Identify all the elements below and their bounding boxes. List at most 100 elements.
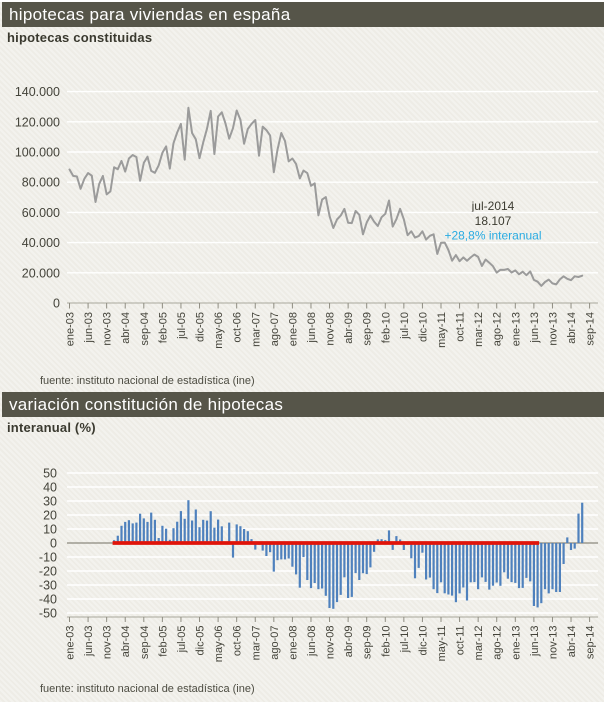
chart2-source: fuente: instituto nacional de estadístic… — [40, 683, 255, 695]
yoy-bar — [432, 543, 435, 590]
x-axis-tick-label: ago-12 — [492, 312, 504, 346]
yoy-bar — [124, 521, 127, 543]
yoy-bar — [146, 521, 149, 543]
yoy-bar — [127, 520, 130, 543]
x-axis-tick-label: nov-08 — [325, 626, 337, 660]
x-axis-tick-label: feb-10 — [380, 312, 392, 343]
yoy-bar — [116, 535, 119, 543]
x-axis-tick-label: ene-08 — [287, 626, 299, 660]
yoy-bar — [425, 543, 428, 580]
yoy-bar — [291, 543, 294, 567]
x-axis-tick-label: feb-05 — [157, 312, 169, 343]
yoy-bar — [540, 543, 543, 604]
yoy-bar — [217, 519, 220, 543]
yoy-bar — [343, 543, 346, 578]
x-axis-tick-label: jun-08 — [306, 312, 318, 344]
yoy-bar — [510, 543, 513, 583]
yoy-bar — [495, 543, 498, 583]
x-axis-tick-label: may-06 — [213, 626, 225, 663]
x-axis-tick-label: dic-05 — [195, 626, 207, 656]
yoy-bar — [191, 520, 194, 543]
x-axis-tick-label: sep-04 — [139, 626, 151, 660]
yoy-bar — [205, 520, 209, 543]
yoy-bar — [120, 525, 123, 543]
yoy-bar — [413, 543, 417, 579]
yoy-bar — [358, 543, 361, 580]
mortgages-line-chart: jul-2014 18.107 +28,8% interanual 0 20.00… — [15, 85, 598, 349]
yoy-bar — [139, 513, 142, 543]
x-axis-tick-label: jun-13 — [529, 626, 541, 658]
mortgage-count-line — [68, 106, 584, 287]
yoy-bar — [321, 543, 324, 589]
x-axis-tick-label: ene-03 — [65, 312, 77, 346]
yoy-bar — [529, 543, 532, 582]
chart1-source: fuente: instituto nacional de estadístic… — [40, 375, 255, 387]
yoy-bar — [458, 543, 461, 594]
yoy-bar — [428, 543, 431, 578]
yoy-bar — [313, 543, 316, 583]
x-axis-tick-label: may-11 — [436, 312, 448, 348]
yoy-bar — [153, 519, 156, 543]
x-axis-tick-label: ene-03 — [65, 626, 77, 660]
x-axis-tick-label: ene-13 — [510, 312, 522, 346]
yoy-bar — [298, 543, 301, 588]
yoy-bar — [417, 543, 420, 568]
yoy-bar — [573, 543, 576, 549]
yoy-bar — [328, 543, 331, 608]
y-axis-tick-label: -40 — [39, 593, 57, 607]
yoy-bar — [261, 543, 264, 551]
yoy-bar — [462, 543, 465, 588]
x-axis-tick-label: jun-13 — [529, 312, 541, 344]
yoy-bar — [581, 502, 584, 543]
yoy-bar — [402, 543, 405, 550]
x-axis-tick-label: dic-05 — [195, 312, 207, 342]
yoy-bar — [228, 522, 231, 543]
y-axis-tick-label: 100.000 — [15, 146, 60, 160]
yoy-bar — [477, 543, 480, 590]
yoy-bar — [254, 543, 257, 550]
yoy-bar — [447, 543, 450, 595]
x-axis-tick-label: ago-07 — [269, 626, 281, 660]
yoy-bar — [306, 543, 309, 580]
yoy-bar — [361, 543, 365, 574]
yoy-bar — [454, 543, 457, 603]
x-axis-tick-label: may-06 — [213, 312, 225, 349]
yoy-bar — [577, 513, 580, 543]
x-axis-tick-label: jun-08 — [306, 626, 318, 658]
x-axis-tick-label: sep-14 — [585, 626, 597, 660]
yoy-bar — [491, 543, 495, 586]
yoy-bar — [421, 543, 424, 553]
x-axis-tick-label: abr-14 — [566, 626, 578, 658]
yoy-bar — [436, 543, 439, 594]
x-axis-tick-label: abr-14 — [566, 312, 578, 344]
x-axis-tick-label: oct-11 — [455, 312, 467, 342]
yoy-bar — [150, 512, 153, 543]
chart1-subtitle: hipotecas constituidas — [7, 30, 153, 45]
x-axis-tick-label: ene-13 — [510, 626, 522, 660]
yoy-bar — [347, 543, 350, 598]
yoy-bar — [473, 543, 476, 583]
y-axis-tick-label: 0 — [50, 537, 57, 551]
yoy-bar — [332, 543, 335, 609]
yoy-bar — [272, 543, 275, 572]
x-axis-tick-label: may-11 — [436, 626, 448, 662]
x-axis-tick-label: jul-05 — [176, 312, 188, 340]
yoy-bar — [532, 543, 535, 606]
yoy-bar — [135, 522, 138, 543]
y-axis-tick-label: 0 — [53, 297, 60, 311]
yoy-bar — [309, 543, 313, 589]
yoy-bar — [506, 543, 509, 579]
y-axis-tick-label: 40.000 — [22, 236, 60, 250]
yoy-bar — [335, 543, 339, 603]
yoy-bar — [209, 511, 212, 543]
yoy-bar — [172, 528, 175, 543]
x-axis-tick-label: ago-07 — [269, 312, 281, 346]
y-axis-tick-label: 20.000 — [22, 266, 60, 280]
yoy-bar — [198, 527, 201, 543]
x-axis-tick-label: jul-10 — [399, 626, 411, 654]
x-axis-tick-label: jul-05 — [176, 626, 188, 654]
yoy-bar — [179, 511, 182, 543]
y-axis-tick-label: -10 — [39, 551, 57, 565]
